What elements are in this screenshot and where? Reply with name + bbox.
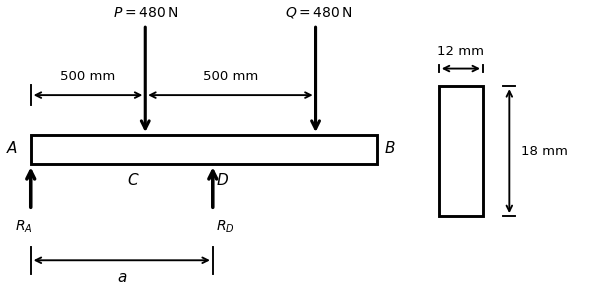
Text: $R_D$: $R_D$	[216, 219, 234, 236]
Text: $B$: $B$	[384, 140, 396, 156]
Text: $C$: $C$	[127, 172, 139, 188]
Text: 500 mm: 500 mm	[60, 70, 116, 83]
Text: $Q = 480\,\mathrm{N}$: $Q = 480\,\mathrm{N}$	[284, 5, 352, 20]
Text: 12 mm: 12 mm	[437, 45, 484, 58]
Text: 500 mm: 500 mm	[203, 70, 258, 83]
Text: 18 mm: 18 mm	[521, 145, 568, 158]
Bar	[439, 86, 483, 216]
Text: $R_A$: $R_A$	[15, 219, 32, 236]
Text: $P = 480\,\mathrm{N}$: $P = 480\,\mathrm{N}$	[113, 6, 178, 20]
Bar	[31, 135, 377, 164]
Text: $A$: $A$	[6, 140, 18, 156]
Text: $a$: $a$	[117, 271, 127, 285]
Text: $D$: $D$	[216, 172, 229, 188]
